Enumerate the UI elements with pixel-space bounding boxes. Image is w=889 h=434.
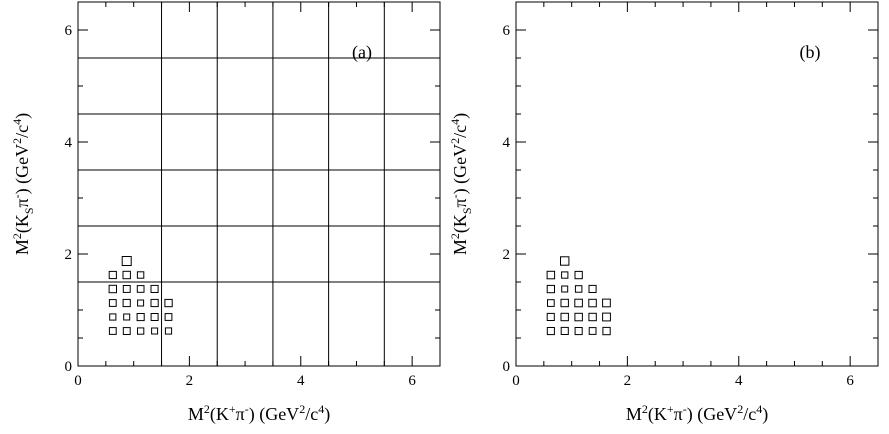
bin-box	[546, 270, 556, 280]
bin-box	[164, 327, 173, 335]
bin-box	[121, 256, 132, 266]
grid-lines-a	[78, 2, 440, 366]
panel-label-a: (a)	[352, 42, 372, 63]
plot-frame-b	[515, 1, 879, 367]
bin-box	[151, 327, 159, 335]
bin-box	[602, 298, 611, 308]
bin-box	[108, 284, 117, 294]
x-axis-title-b: M2(K+π-) (GeV2/c4)	[626, 402, 768, 425]
bin-box	[150, 298, 159, 308]
panel-a: 0 2 4 6 0 2 4 6 (a) M2(K+π-) (GeV2/c4) M2(KSπ-)…	[10, 1, 441, 425]
y-tick-label: 6	[503, 23, 511, 39]
bin-box	[574, 285, 583, 293]
bin-box	[136, 313, 145, 322]
bin-box	[108, 327, 117, 335]
bin-box	[164, 298, 173, 308]
ticks-a: 0 2 4 6 0 2 4 6	[65, 1, 441, 389]
bin-box	[561, 271, 569, 279]
bin-box	[108, 299, 117, 307]
x-tick-label: 2	[624, 373, 632, 389]
bin-box	[560, 256, 570, 266]
bin-box	[574, 327, 583, 336]
bin-box	[122, 298, 131, 308]
y-axis-title-a: M2(KSπ-) (GeV2/c4)	[10, 113, 36, 255]
bin-box	[574, 312, 583, 322]
x-tick-label: 4	[735, 373, 743, 389]
bin-box	[588, 284, 597, 293]
y-axis-title-b: M2(KSπ-) (GeV2/c4)	[448, 113, 474, 255]
bin-box	[574, 270, 583, 280]
bin-box	[574, 298, 583, 308]
x-axis-title-a: M2(K+π-) (GeV2/c4)	[188, 402, 330, 425]
bin-box	[123, 313, 131, 321]
bin-box	[588, 312, 597, 322]
bin-box	[109, 313, 117, 321]
bin-box	[164, 313, 173, 321]
bin-box	[602, 326, 611, 336]
bin-box	[137, 299, 145, 307]
y-tick-label: 2	[503, 247, 511, 263]
bin-box	[560, 326, 569, 335]
panel-b: 0 2 4 6 0 2 4 6 (b) M2(K+π-) (GeV2/c4) M2(KSπ-)…	[448, 1, 879, 425]
bin-box	[560, 312, 569, 322]
bin-box	[588, 327, 597, 335]
panel-label-b: (b)	[800, 42, 821, 63]
bin-box	[588, 298, 597, 308]
bin-box	[150, 284, 159, 293]
x-tick-label: 4	[297, 373, 305, 389]
y-tick-label: 0	[503, 359, 511, 375]
bin-box	[122, 327, 131, 336]
y-tick-label: 0	[65, 359, 73, 375]
x-tick-label: 0	[74, 373, 82, 389]
bin-box	[150, 313, 159, 321]
bins-a	[108, 256, 173, 336]
bin-box	[561, 285, 569, 293]
bin-box	[122, 285, 131, 293]
x-tick-label: 6	[846, 373, 854, 389]
bin-box	[136, 285, 145, 293]
y-tick-label: 2	[65, 247, 73, 263]
bin-box	[547, 299, 555, 307]
ticks-b: 0 2 4 6 0 2 4 6	[503, 1, 879, 389]
bin-box	[137, 327, 145, 335]
bin-box	[108, 270, 117, 280]
bin-box	[136, 271, 145, 279]
plot-frame-a	[77, 1, 441, 367]
bin-box	[122, 270, 131, 280]
y-tick-label: 6	[65, 23, 73, 39]
bin-box	[546, 284, 556, 294]
bin-box	[560, 298, 569, 308]
x-tick-label: 0	[512, 373, 520, 389]
bin-box	[602, 312, 611, 322]
y-tick-label: 4	[65, 135, 73, 151]
bin-box	[546, 312, 555, 321]
bins-b	[546, 256, 611, 336]
x-tick-label: 6	[408, 373, 416, 389]
x-tick-label: 2	[186, 373, 194, 389]
bin-box	[546, 327, 555, 336]
y-tick-label: 4	[503, 135, 511, 151]
